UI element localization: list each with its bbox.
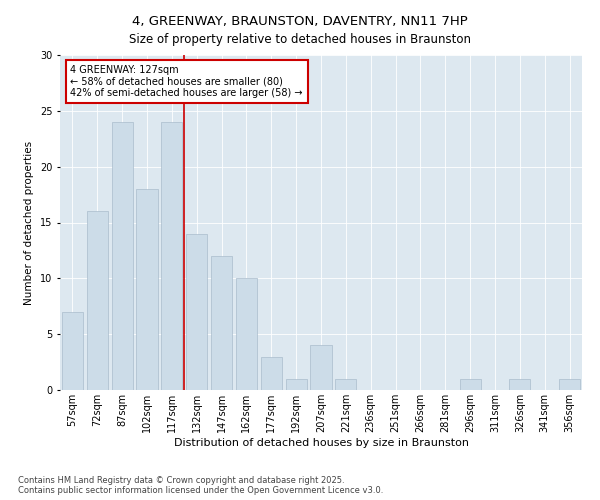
Bar [87,212,108,390]
Bar [112,122,133,390]
Bar [335,379,356,390]
Text: Contains HM Land Registry data © Crown copyright and database right 2025.
Contai: Contains HM Land Registry data © Crown c… [18,476,383,495]
Bar [186,234,207,390]
Bar [460,379,481,390]
Text: 4, GREENWAY, BRAUNSTON, DAVENTRY, NN11 7HP: 4, GREENWAY, BRAUNSTON, DAVENTRY, NN11 7… [132,15,468,28]
Bar [286,379,307,390]
Bar [236,278,257,390]
Text: Size of property relative to detached houses in Braunston: Size of property relative to detached ho… [129,32,471,46]
Bar [310,346,332,390]
Bar [136,189,158,390]
Bar [261,356,282,390]
Y-axis label: Number of detached properties: Number of detached properties [25,140,34,304]
Bar [211,256,232,390]
Bar [62,312,83,390]
X-axis label: Distribution of detached houses by size in Braunston: Distribution of detached houses by size … [173,438,469,448]
Bar [509,379,530,390]
Bar [559,379,580,390]
Bar [161,122,182,390]
Text: 4 GREENWAY: 127sqm
← 58% of detached houses are smaller (80)
42% of semi-detache: 4 GREENWAY: 127sqm ← 58% of detached hou… [70,65,303,98]
